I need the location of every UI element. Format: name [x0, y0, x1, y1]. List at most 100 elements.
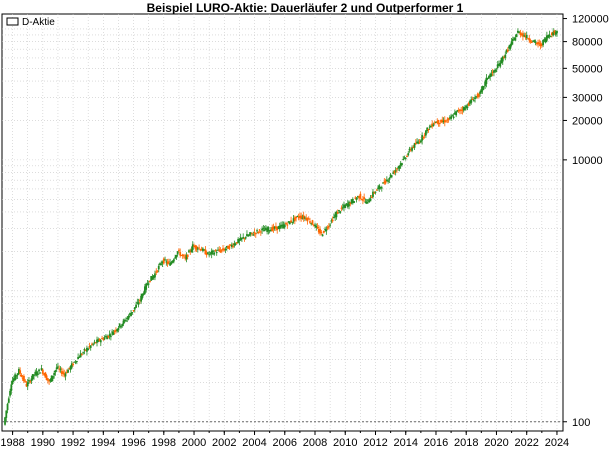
- candle-up: [556, 30, 558, 37]
- candle-body: [7, 398, 10, 403]
- candle-body: [281, 224, 284, 226]
- candle-body: [35, 371, 38, 376]
- candle-body: [456, 110, 459, 112]
- candle-up: [209, 252, 212, 256]
- candle-down: [162, 257, 165, 265]
- candle-up: [36, 370, 39, 378]
- candle-body: [518, 31, 521, 34]
- candle-up: [264, 225, 267, 231]
- candle-up: [87, 347, 90, 351]
- candle-body: [88, 345, 91, 347]
- candle-down: [184, 253, 187, 261]
- candle-down: [297, 213, 300, 221]
- candle-body: [511, 38, 514, 41]
- candle-up: [380, 185, 383, 192]
- grid-lines: [2, 14, 563, 431]
- candle-down: [519, 29, 522, 38]
- candle-up: [533, 39, 536, 43]
- candle-body: [423, 134, 426, 136]
- candle-body: [142, 293, 145, 295]
- candle-body: [498, 63, 500, 66]
- candle-body: [353, 201, 355, 203]
- candle-body: [246, 234, 248, 237]
- candle-up: [296, 215, 299, 218]
- candle-down: [551, 31, 553, 38]
- candle-up: [28, 377, 30, 385]
- candle-down: [21, 375, 24, 381]
- candle-up: [403, 155, 406, 160]
- candle-body: [515, 34, 518, 38]
- candle-down: [538, 39, 541, 47]
- candle-body: [91, 343, 93, 345]
- candle-body: [70, 363, 73, 368]
- candle-body: [452, 116, 455, 118]
- candle-down: [156, 270, 159, 273]
- candle-up: [453, 109, 456, 115]
- candle-up: [225, 245, 228, 251]
- x-tick-label: 1990: [31, 437, 55, 449]
- candle-body: [493, 70, 495, 73]
- candle-up: [547, 34, 550, 39]
- candle-up: [426, 127, 429, 134]
- candle-up: [270, 226, 272, 232]
- candle-body: [249, 232, 252, 235]
- candle-down: [535, 42, 538, 46]
- candle-up: [89, 345, 92, 351]
- candle-up: [14, 372, 17, 381]
- candle-body: [127, 315, 130, 320]
- candle-up: [442, 117, 445, 124]
- candle-up: [493, 69, 495, 77]
- candle-body: [253, 232, 256, 234]
- candle-body: [306, 218, 309, 222]
- candle-down: [195, 245, 198, 253]
- candle-body: [514, 37, 517, 41]
- candle-body: [421, 135, 424, 141]
- candle-up: [280, 221, 282, 229]
- candle-body: [242, 236, 245, 238]
- candle-down: [115, 327, 117, 334]
- candle-up: [484, 79, 487, 89]
- candle-up: [291, 221, 294, 225]
- candle-body: [364, 201, 367, 203]
- candle-body: [548, 34, 551, 37]
- candle-up: [103, 335, 106, 341]
- candle-body: [330, 220, 333, 222]
- candle-up: [157, 263, 160, 273]
- y-tick-label: 20000: [572, 115, 603, 127]
- candle-body: [370, 196, 373, 198]
- candle-up: [532, 40, 534, 43]
- candle-body: [535, 42, 538, 44]
- candle-body: [341, 207, 344, 209]
- candle-body: [525, 34, 528, 39]
- candle-body: [540, 44, 543, 46]
- candle-up: [509, 43, 512, 51]
- candle-down: [205, 250, 208, 258]
- candle-body: [396, 168, 398, 170]
- candle-body: [464, 107, 466, 111]
- candle-body: [300, 215, 303, 219]
- candle-body: [296, 216, 299, 218]
- candle-up: [196, 246, 199, 253]
- candle-down: [423, 132, 426, 139]
- candle-body: [472, 100, 475, 102]
- y-tick-label: 50000: [572, 63, 603, 75]
- candle-down: [331, 216, 334, 223]
- candle-up: [374, 191, 377, 195]
- candle-up: [389, 172, 392, 179]
- candle-body: [375, 189, 378, 191]
- candle-up: [70, 361, 73, 370]
- candle-down: [91, 342, 93, 346]
- candle-up: [321, 233, 324, 237]
- x-tick-label: 2006: [273, 437, 297, 449]
- candle-body: [397, 167, 400, 169]
- candle-body: [345, 203, 348, 205]
- candle-down: [63, 369, 66, 378]
- candle-body: [524, 35, 527, 38]
- candle-body: [20, 374, 23, 377]
- candle-down: [41, 368, 44, 376]
- candle-body: [280, 224, 282, 228]
- candle-down: [326, 225, 329, 231]
- candle-body: [433, 122, 436, 124]
- candle-body: [285, 223, 287, 225]
- candle-body: [544, 38, 547, 43]
